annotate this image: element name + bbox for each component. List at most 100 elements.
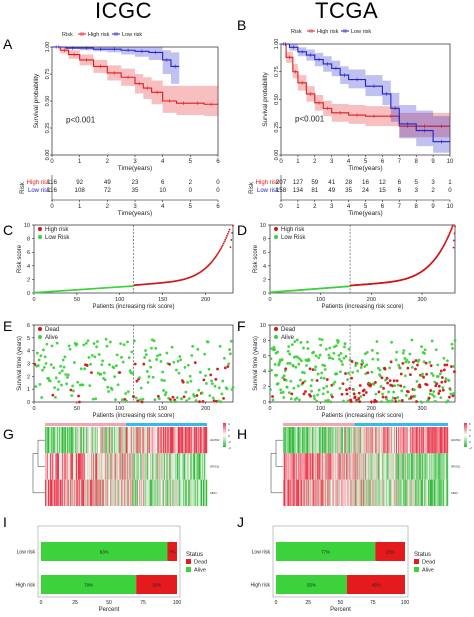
heatmap-cell: [190, 427, 192, 454]
alive-point: [334, 344, 338, 348]
heatmap-cell: [339, 479, 341, 506]
heatmap-cell: [334, 479, 335, 506]
heatmap-cell: [327, 479, 329, 506]
heatmap-cell: [206, 453, 208, 480]
heatmap-cell: [388, 453, 389, 480]
heatmap-cell: [440, 427, 442, 454]
x-tick-label: 8: [415, 159, 419, 165]
heatmap-cell: [413, 479, 415, 506]
alive-point: [47, 377, 50, 380]
heatmap-cell: [174, 427, 176, 454]
heatmap-cell: [143, 479, 145, 506]
alive-point: [282, 374, 286, 378]
heatmap-cell: [123, 427, 125, 454]
heatmap-cell: [132, 479, 134, 506]
heatmap-cell: [344, 479, 346, 506]
heatmap-cell: [346, 427, 348, 454]
panel-letter-e: E: [3, 318, 13, 334]
alive-point: [107, 390, 111, 393]
heatmap-cell: [353, 427, 355, 454]
heatmap-cell: [398, 479, 399, 506]
heatmap-cell: [192, 453, 194, 480]
high-risk-point: [215, 254, 218, 257]
heatmap-cell: [65, 479, 67, 506]
alive-point: [36, 364, 40, 367]
heatmap-cell: [367, 479, 369, 506]
alive-point: [388, 366, 392, 370]
heatmap-cell: [432, 427, 433, 454]
heatmap-cell: [369, 453, 371, 480]
heatmap-cell: [295, 427, 296, 454]
heatmap-cell: [392, 453, 394, 480]
heatmap-cell: [403, 479, 404, 506]
heatmap-cell: [442, 453, 444, 480]
alive-point: [346, 378, 349, 382]
heatmap-cell: [186, 479, 188, 506]
alive-point: [339, 351, 343, 355]
alive-point: [430, 339, 434, 343]
alive-point: [45, 342, 49, 346]
heatmap-cell: [363, 427, 364, 454]
heatmap-cell: [316, 453, 318, 480]
heatmap-cell: [325, 453, 326, 480]
heatmap-cell: [181, 453, 183, 480]
dead-point: [391, 384, 395, 388]
heatmap-cell: [359, 479, 361, 506]
heatmap-cell: [421, 427, 422, 454]
heatmap-cell: [349, 427, 350, 454]
heatmap-cell: [311, 427, 312, 454]
heatmap-cell: [163, 427, 164, 454]
heatmap-cell: [414, 427, 416, 454]
heatmap-cell: [167, 453, 169, 480]
heatmap-cell: [422, 427, 424, 454]
heatmap-cell: [347, 453, 348, 480]
heatmap-cell: [63, 479, 65, 506]
alive-point: [114, 398, 117, 402]
heatmap-cell: [139, 453, 141, 480]
y-tick-label: 4: [27, 349, 30, 355]
heatmap-cell: [202, 427, 204, 454]
heatmap-cell: [176, 453, 178, 480]
heatmap-cell: [446, 479, 448, 506]
x-tick-label: 50: [106, 600, 112, 606]
heatmap-cell: [383, 427, 385, 454]
x-tick-label: 100: [401, 600, 410, 606]
heatmap-cell: [69, 479, 71, 506]
heatmap-cell: [440, 453, 442, 480]
heatmap-cell: [435, 453, 436, 480]
heatmap-cell: [417, 427, 419, 454]
heatmap-cell: [193, 427, 194, 454]
heatmap-cell: [179, 453, 181, 480]
heatmap-cell: [315, 427, 316, 454]
y-tick-label: 1.00: [45, 42, 51, 53]
dead-point: [182, 395, 186, 399]
heatmap-cell: [78, 427, 80, 454]
heatmap-cell: [119, 479, 120, 506]
heatmap-cell: [137, 427, 139, 454]
alive-point: [279, 388, 283, 392]
legend-label-low-risk: Low Risk: [45, 235, 70, 241]
heatmap-cell: [352, 453, 354, 480]
heatmap-cell: [322, 453, 323, 480]
alive-point: [291, 364, 295, 368]
heatmap-cell: [293, 479, 295, 506]
heatmap-cell: [107, 479, 109, 506]
heatmap-cell: [419, 427, 421, 454]
heatmap-cell: [435, 427, 436, 454]
heatmap-cell: [368, 427, 370, 454]
heatmap-cell: [74, 479, 76, 506]
heatmap-cell: [309, 427, 310, 454]
heatmap-cell: [90, 479, 92, 506]
heatmap-cell: [195, 479, 197, 506]
x-axis-label: Percent: [330, 607, 351, 613]
y-tick-label: 8: [263, 237, 266, 243]
heatmap-cell: [370, 453, 372, 480]
heatmap-cell: [86, 479, 88, 506]
heatmap-cell: [402, 453, 403, 480]
heatmap-cell: [335, 427, 337, 454]
heatmap-cell: [314, 427, 315, 454]
heatmap-cell: [393, 427, 395, 454]
heatmap-cell: [408, 479, 410, 506]
heatmap-cell: [309, 453, 311, 480]
heatmap-cell: [131, 427, 133, 454]
